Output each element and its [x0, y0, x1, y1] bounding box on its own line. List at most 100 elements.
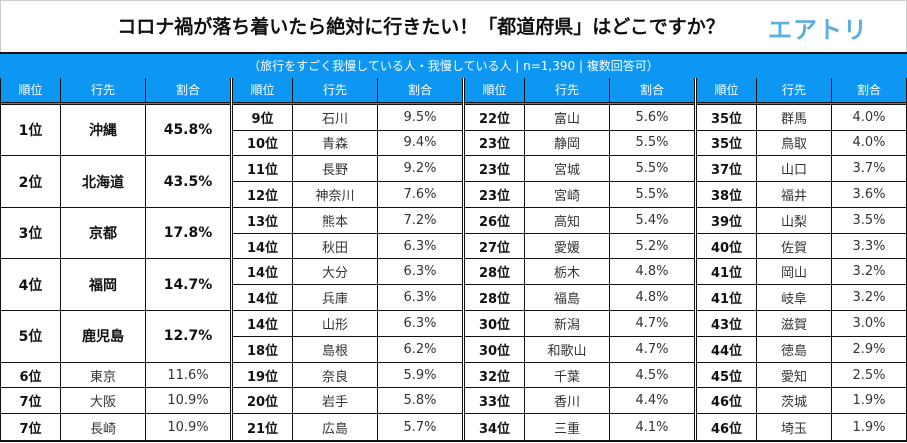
percentage-cell: 4.7%	[635, 341, 669, 357]
percentage-cell: 5.7%	[403, 419, 437, 435]
prefecture-cell: 宮崎	[525, 182, 610, 207]
column-header-destination: 行先	[61, 78, 146, 102]
table-row: 14位 兵庫 6.3%	[233, 285, 462, 312]
column-header-share: 割合	[407, 83, 432, 98]
rank-cell: 23位	[465, 182, 525, 207]
table-row: 26位 高知 5.4%	[465, 207, 694, 234]
rank-cell: 6位	[1, 362, 61, 388]
percentage-cell: 4.1%	[635, 419, 669, 435]
percentage-cell: 11.6%	[167, 367, 209, 383]
table-row: 45位 愛知 2.5%	[697, 362, 906, 389]
prefecture-cell: 岐阜	[757, 285, 832, 311]
prefecture-cell: 沖縄	[61, 104, 146, 156]
prefecture-cell: 高知	[525, 207, 610, 233]
rank-cell: 18位	[233, 336, 293, 362]
percentage-cell: 3.2%	[852, 290, 886, 306]
rank-cell: 14位	[233, 311, 293, 336]
rank-cell: 26位	[465, 207, 525, 233]
column-header-destination: 行先	[757, 78, 832, 102]
rank-cell: 32位	[465, 362, 525, 388]
rank-cell: 35位	[697, 130, 757, 156]
percentage-cell: 10.9%	[167, 419, 209, 435]
rank-cell: 34位	[465, 414, 525, 440]
percentage-cell: 3.0%	[852, 315, 886, 331]
ranking-block: 順位 行先 割合 1位 沖縄 45.8% 2位 北海道 43.5% 3位 京都 17.8% 4位 福岡 14…	[0, 78, 233, 440]
rank-cell: 10位	[233, 130, 293, 156]
percentage-cell: 5.2%	[635, 238, 669, 254]
table-row: 43位 滋賀 3.0%	[697, 311, 906, 337]
table-row: 6位 東京 11.6%	[1, 362, 230, 389]
table-row: 37位 山口 3.7%	[697, 156, 906, 183]
percentage-cell: 4.4%	[635, 393, 669, 409]
prefecture-cell: 滋賀	[757, 311, 832, 336]
table-row: 41位 岐阜 3.2%	[697, 285, 906, 312]
percentage-cell: 7.2%	[403, 212, 437, 228]
rank-cell: 21位	[233, 414, 293, 440]
percentage-cell: 6.3%	[403, 238, 437, 254]
percentage-cell: 43.5%	[163, 173, 213, 190]
column-header-share: 割合	[639, 83, 664, 98]
rank-cell: 2位	[1, 156, 61, 207]
prefecture-cell: 富山	[525, 104, 610, 130]
rank-cell: 1位	[1, 104, 61, 156]
rank-cell: 27位	[465, 233, 525, 259]
rank-cell: 3位	[1, 207, 61, 259]
rank-cell: 14位	[233, 259, 293, 285]
prefecture-cell: 和歌山	[525, 336, 610, 362]
prefecture-cell: 福島	[525, 285, 610, 311]
prefecture-cell: 埼玉	[757, 414, 832, 440]
rank-cell: 39位	[697, 207, 757, 233]
table-row: 14位 秋田 6.3%	[233, 233, 462, 260]
table-row: 44位 徳島 2.9%	[697, 336, 906, 363]
prefecture-cell: 岡山	[757, 259, 832, 285]
header-row: 順位 行先 割合	[465, 78, 694, 105]
percentage-cell: 3.2%	[852, 264, 886, 280]
percentage-cell: 6.3%	[403, 315, 437, 331]
table-row: 1位 沖縄 45.8%	[1, 104, 230, 157]
rank-cell: 30位	[465, 336, 525, 362]
column-header-share: 割合	[856, 83, 881, 98]
table-row: 3位 京都 17.8%	[1, 207, 230, 260]
table-row: 32位 千葉 4.5%	[465, 362, 694, 389]
prefecture-cell: 熊本	[293, 207, 378, 233]
rank-cell: 20位	[233, 388, 293, 414]
prefecture-cell: 石川	[293, 104, 378, 130]
table-row: 2位 北海道 43.5%	[1, 156, 230, 208]
percentage-cell: 9.5%	[403, 109, 437, 125]
percentage-cell: 4.7%	[635, 315, 669, 331]
table-row: 28位 栃木 4.8%	[465, 259, 694, 286]
header-row: 順位 行先 割合	[1, 78, 230, 105]
ranking-block: 順位 行先 割合 22位 富山 5.6% 23位 静岡 5.5% 23位 宮城 5.5% 23位 宮崎 5.…	[465, 78, 697, 440]
table-row: 21位 広島 5.7%	[233, 414, 462, 440]
rank-cell: 46位	[697, 388, 757, 414]
prefecture-cell: 長崎	[61, 414, 146, 440]
percentage-cell: 5.5%	[635, 161, 669, 177]
rank-cell: 40位	[697, 233, 757, 259]
rank-cell: 12位	[233, 182, 293, 207]
prefecture-cell: 千葉	[525, 362, 610, 388]
table-row: 4位 福岡 14.7%	[1, 259, 230, 312]
table-row: 46位 埼玉 1.9%	[697, 414, 906, 440]
prefecture-cell: 佐賀	[757, 233, 832, 259]
percentage-cell: 4.5%	[635, 367, 669, 383]
rank-cell: 11位	[233, 156, 293, 182]
table-row: 10位 青森 9.4%	[233, 130, 462, 157]
table-row: 27位 愛媛 5.2%	[465, 233, 694, 260]
prefecture-cell: 徳島	[757, 336, 832, 362]
prefecture-cell: 茨城	[757, 388, 832, 414]
table-row: 7位 大阪 10.9%	[1, 388, 230, 415]
rank-cell: 5位	[1, 311, 61, 362]
percentage-cell: 1.9%	[852, 393, 886, 409]
rank-cell: 45位	[697, 362, 757, 388]
prefecture-cell: 秋田	[293, 233, 378, 259]
table-row: 12位 神奈川 7.6%	[233, 182, 462, 208]
prefecture-cell: 福岡	[61, 259, 146, 311]
table-row: 23位 宮崎 5.5%	[465, 182, 694, 208]
prefecture-cell: 山形	[293, 311, 378, 336]
table-row: 30位 和歌山 4.7%	[465, 336, 694, 363]
prefecture-cell: 奈良	[293, 362, 378, 388]
percentage-cell: 45.8%	[163, 122, 213, 139]
table-row: 23位 宮城 5.5%	[465, 156, 694, 183]
table-row: 28位 福島 4.8%	[465, 285, 694, 312]
prefecture-cell: 宮城	[525, 156, 610, 182]
